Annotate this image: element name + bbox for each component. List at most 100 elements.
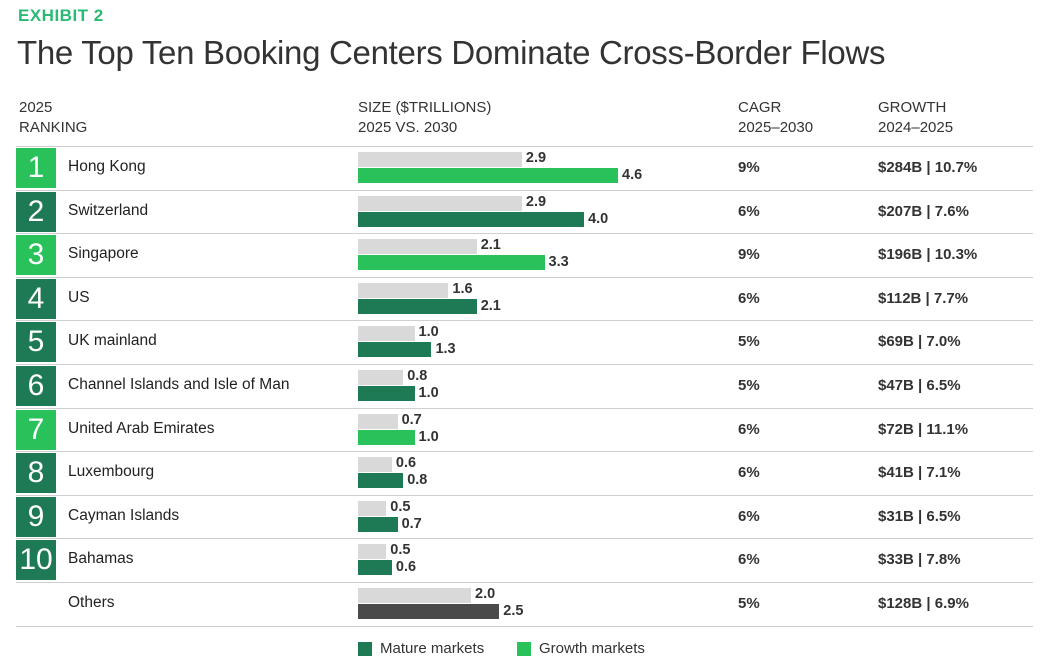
growth-value: $207B | 7.6%	[878, 202, 969, 220]
growth-value: $196B | 10.3%	[878, 246, 978, 264]
exhibit-label: EXHIBIT 2	[18, 6, 104, 25]
header-growth-line1: GROWTH	[878, 99, 947, 116]
row-divider	[16, 364, 1033, 365]
growth-value: $31B | 6.5%	[878, 507, 961, 525]
row-divider	[16, 407, 1033, 409]
growth-value: $69B | 7.0%	[878, 333, 961, 351]
header-ranking-line2: RANKING	[19, 119, 88, 136]
bar-2030	[358, 211, 585, 227]
row-divider	[16, 233, 1033, 235]
cagr-value: 5%	[738, 595, 760, 612]
value-label-2030: 1.3	[435, 341, 456, 358]
growth-value: $128B | 6.9%	[878, 595, 969, 612]
header-size: SIZE ($TRILLIONS) 2025 VS. 2030	[358, 98, 491, 138]
row-divider	[16, 189, 1033, 191]
rank-badge: 7	[16, 409, 56, 450]
bar-2025	[358, 152, 522, 167]
value-label-2025: 0.5	[390, 542, 411, 559]
bar-2025	[358, 544, 387, 560]
value-label-2025: 0.8	[407, 368, 428, 384]
rank-badge: 10	[16, 540, 56, 581]
value-label-2025: 2.9	[525, 150, 547, 166]
value-label-2030: 2.5	[503, 603, 524, 619]
cagr-value: 6%	[738, 507, 760, 525]
location-label: UK mainland	[68, 332, 157, 350]
growth-value: $284B | 10.7%	[878, 159, 978, 176]
value-label-2030: 3.3	[548, 254, 569, 271]
location-label: Hong Kong	[68, 158, 146, 175]
value-label-2025: 1.6	[452, 280, 473, 297]
bar-2030	[358, 560, 392, 576]
value-label-2030: 4.0	[588, 210, 609, 227]
bar-2025	[358, 413, 398, 429]
row-divider	[16, 146, 1033, 147]
legend-label-growth: Growth markets	[539, 640, 645, 657]
header-cagr: CAGR 2025–2030	[738, 98, 813, 138]
row-divider	[16, 276, 1033, 278]
growth-value: $33B | 7.8%	[878, 551, 961, 569]
cagr-value: 6%	[738, 202, 760, 220]
bar-2025	[358, 326, 415, 342]
location-label: Luxembourg	[68, 463, 155, 481]
growth-value: $72B | 11.1%	[878, 420, 969, 438]
rank-badge: 8	[16, 453, 56, 494]
legend-swatch-growth	[517, 642, 531, 656]
location-label: Switzerland	[68, 201, 149, 219]
header-cagr-line2: 2025–2030	[738, 119, 814, 136]
location-label: Cayman Islands	[68, 506, 180, 524]
rank-badge: 6	[16, 366, 56, 406]
value-label-2030: 2.1	[480, 297, 501, 314]
header-ranking-line1: 2025	[19, 99, 53, 116]
header-growth: GROWTH 2024–2025	[878, 98, 953, 138]
location-label: Channel Islands and Isle of Man	[68, 376, 290, 393]
header-size-line2: 2025 VS. 2030	[358, 119, 458, 136]
cagr-value: 6%	[738, 551, 760, 569]
cagr-value: 5%	[738, 377, 760, 394]
bar-2030	[358, 342, 432, 358]
value-label-2025: 2.9	[525, 193, 547, 210]
location-label: United Arab Emirates	[68, 419, 215, 437]
row-divider	[16, 320, 1033, 322]
location-label: US	[68, 288, 90, 306]
value-label-2025: 2.1	[480, 237, 501, 254]
row-divider	[16, 538, 1033, 540]
value-label-2030: 1.0	[418, 428, 439, 445]
bar-2025	[358, 195, 522, 211]
cagr-value: 5%	[738, 333, 760, 351]
chart-title: The Top Ten Booking Centers Dominate Cro…	[17, 34, 886, 71]
rank-badge: 4	[16, 278, 56, 319]
header-size-line1: SIZE ($TRILLIONS)	[358, 99, 492, 116]
value-label-2025: 0.6	[395, 455, 417, 472]
value-label-2030: 0.8	[407, 472, 428, 489]
value-label-2030: 1.0	[418, 385, 439, 401]
row-divider	[16, 582, 1033, 583]
bar-2030	[358, 473, 404, 489]
value-label-2030: 0.6	[395, 559, 417, 576]
bar-2025	[358, 370, 404, 385]
bar-2030	[358, 604, 500, 619]
header-growth-line2: 2024–2025	[878, 119, 954, 136]
rank-badge: 9	[16, 496, 56, 537]
rank-badge: 5	[16, 322, 56, 363]
bar-2025	[358, 588, 472, 603]
cagr-value: 9%	[738, 246, 760, 264]
bar-2025	[358, 500, 387, 516]
cagr-value: 6%	[738, 289, 760, 307]
value-label-2025: 0.5	[390, 498, 411, 515]
location-label: Singapore	[68, 245, 139, 263]
growth-value: $47B | 6.5%	[878, 377, 961, 394]
value-label-2025: 1.0	[418, 324, 439, 341]
growth-value: $41B | 7.1%	[878, 464, 961, 482]
bar-2030	[358, 516, 398, 532]
bar-2025	[358, 239, 477, 255]
rank-badge: 2	[16, 191, 56, 232]
legend-label-mature: Mature markets	[380, 640, 485, 657]
location-label: Others	[68, 594, 115, 611]
rank-badge: 3	[16, 235, 56, 276]
row-divider	[16, 451, 1033, 453]
value-label-2025: 0.7	[401, 411, 422, 428]
location-label: Bahamas	[68, 550, 134, 568]
cagr-value: 6%	[738, 464, 760, 482]
header-cagr-line1: CAGR	[738, 99, 782, 116]
rank-badge: 1	[16, 148, 56, 188]
